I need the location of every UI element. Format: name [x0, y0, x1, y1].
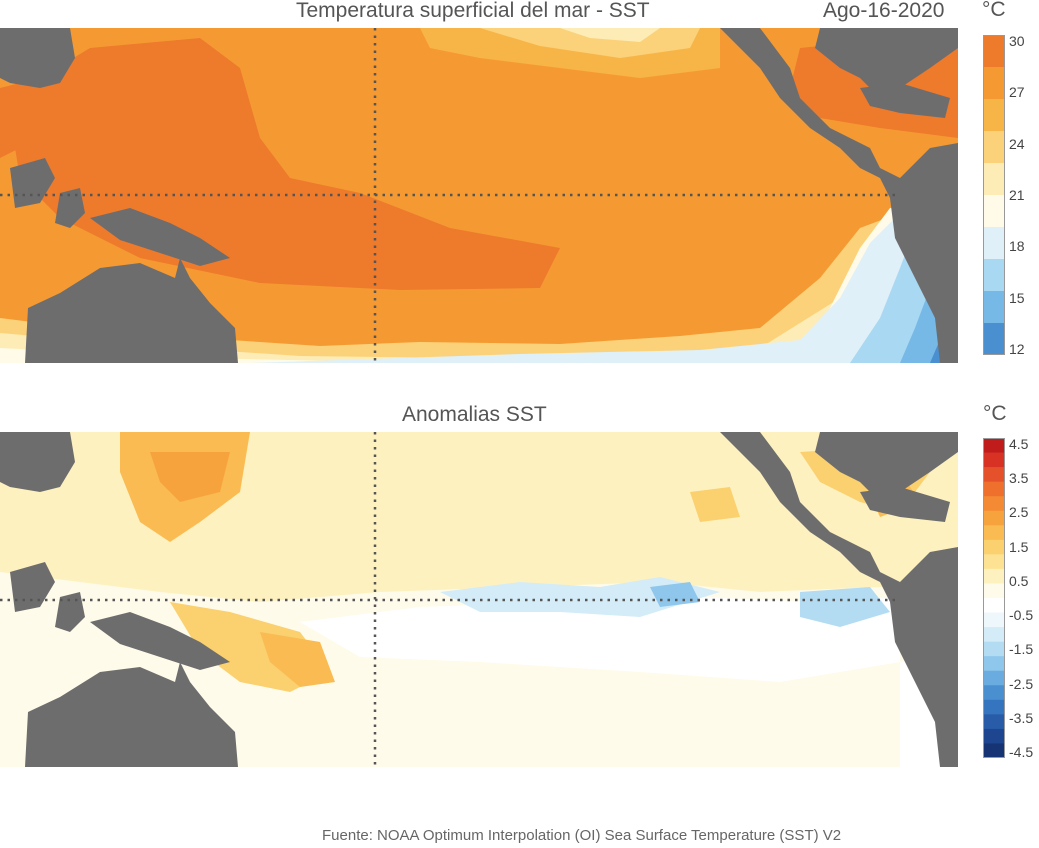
map-title: Temperatura superficial del mar - SST: [296, 0, 650, 22]
sst-colorbar-tick: 30: [1009, 33, 1025, 49]
anomaly-colorbar-tick: -0.5: [1009, 607, 1034, 624]
colorbar-swatch: [983, 163, 1005, 196]
sst-colorbar-tick: 15: [1009, 289, 1025, 306]
colorbar-swatch: [983, 612, 1005, 628]
colorbar-swatch: [983, 728, 1005, 744]
colorbar-swatch: [983, 35, 1005, 68]
colorbar-swatch: [983, 323, 1005, 356]
anomaly-colorbar-swatches: [983, 438, 1005, 759]
sst-unit-label: °C: [982, 0, 1006, 21]
source-credit: Fuente: NOAA Optimum Interpolation (OI) …: [322, 827, 842, 844]
sst-colorbar-swatches: [983, 35, 1005, 356]
colorbar-swatch: [983, 670, 1005, 686]
anomaly-colorbar-tick: 3.5: [1009, 470, 1029, 487]
sst-colorbar: [983, 35, 1005, 360]
colorbar-swatch: [983, 743, 1005, 759]
colorbar-swatch: [983, 195, 1005, 228]
colorbar-swatch: [983, 554, 1005, 570]
colorbar-swatch: [983, 438, 1005, 454]
anomaly-colorbar-tick: 4.5: [1009, 436, 1029, 452]
colorbar-swatch: [983, 67, 1005, 100]
colorbar-swatch: [983, 481, 1005, 497]
colorbar-swatch: [983, 131, 1005, 164]
colorbar-swatch: [983, 467, 1005, 483]
sst-colorbar-tick: 12: [1009, 341, 1025, 357]
colorbar-swatch: [983, 699, 1005, 715]
colorbar-swatch: [983, 291, 1005, 324]
anomaly-title: Anomalias SST: [402, 403, 547, 426]
colorbar-swatch: [983, 656, 1005, 672]
anomaly-colorbar-tick: 2.5: [1009, 504, 1029, 521]
sst-colorbar-tick: 24: [1009, 135, 1025, 152]
colorbar-swatch: [983, 452, 1005, 468]
colorbar-swatch: [983, 496, 1005, 512]
anomaly-colorbar: [983, 438, 1005, 763]
sst-colorbar-tick: 21: [1009, 187, 1025, 203]
anomaly-colorbar-tick: -4.5: [1009, 744, 1034, 760]
colorbar-swatch: [983, 685, 1005, 701]
colorbar-swatch: [983, 539, 1005, 555]
colorbar-border: [983, 35, 1005, 355]
anomaly-map: [0, 432, 958, 767]
date-label: Ago-16-2020: [823, 0, 945, 22]
colorbar-swatch: [983, 627, 1005, 643]
colorbar-swatch: [983, 99, 1005, 132]
anomaly-colorbar-tick: -3.5: [1009, 709, 1034, 726]
colorbar-swatch: [983, 714, 1005, 730]
colorbar-swatch: [983, 568, 1005, 584]
sst-colorbar-tick: 18: [1009, 238, 1025, 255]
colorbar-swatch: [983, 227, 1005, 260]
anomaly-colorbar-tick: 1.5: [1009, 538, 1029, 555]
anomaly-colorbar-tick: -2.5: [1009, 675, 1034, 692]
colorbar-swatch: [983, 525, 1005, 541]
colorbar-border: [983, 438, 1005, 758]
colorbar-swatch: [983, 510, 1005, 526]
anomaly-unit-label: °C: [983, 402, 1007, 425]
colorbar-swatch: [983, 641, 1005, 657]
anomaly-colorbar-tick: 0.5: [1009, 572, 1029, 589]
colorbar-swatch: [983, 598, 1005, 614]
sst-map: [0, 28, 958, 363]
colorbar-swatch: [983, 583, 1005, 599]
sst-colorbar-tick: 27: [1009, 84, 1025, 101]
colorbar-swatch: [983, 259, 1005, 292]
anomaly-colorbar-tick: -1.5: [1009, 641, 1034, 658]
